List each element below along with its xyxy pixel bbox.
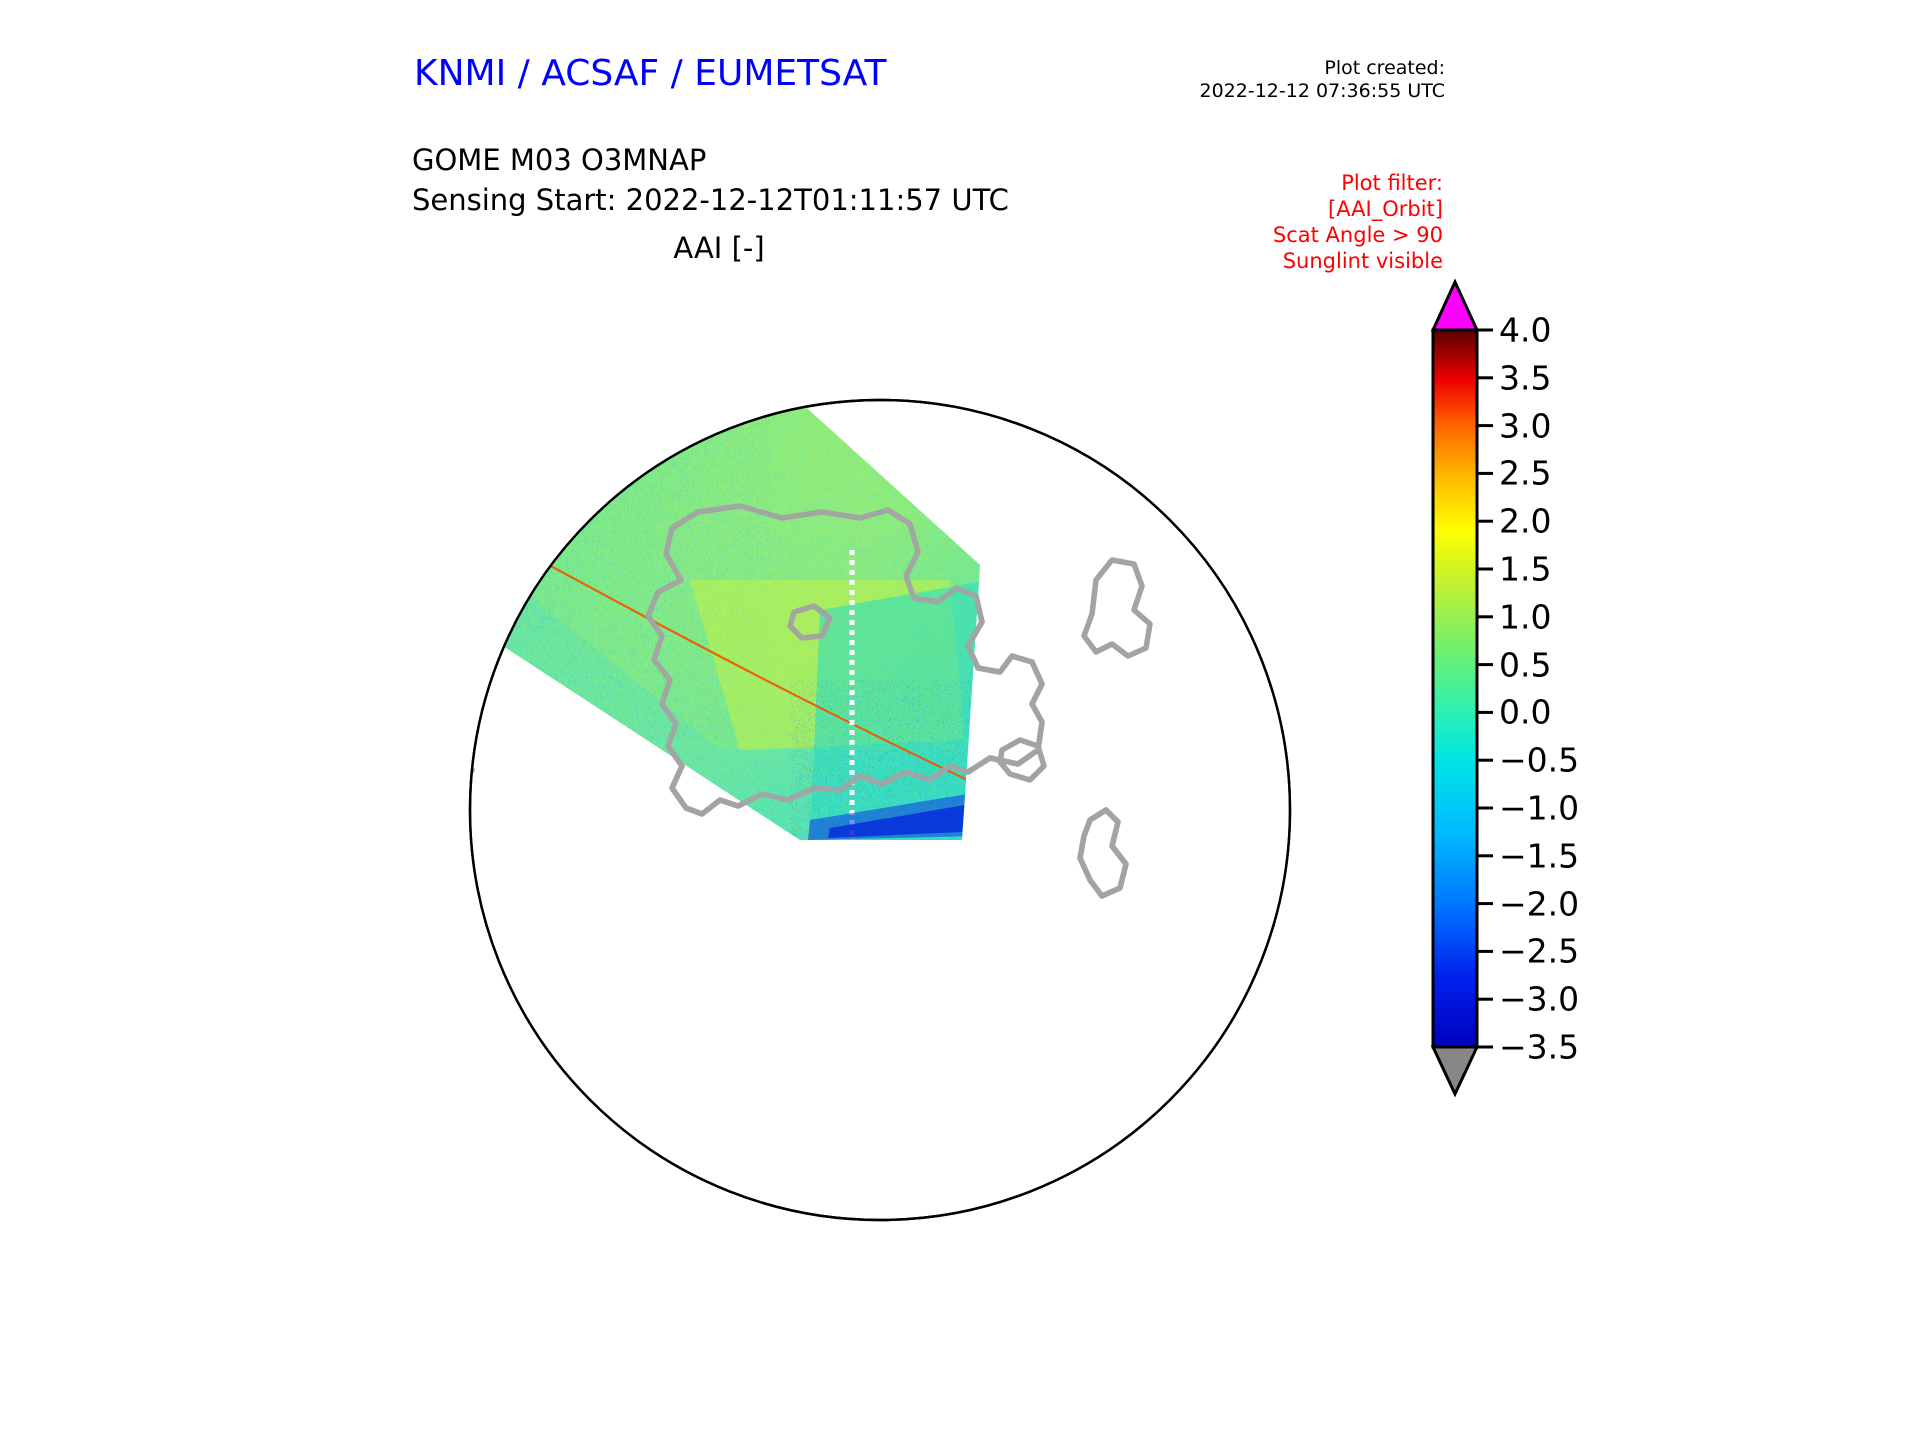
main-title-block: GOME M03 O3MNAP Sensing Start: 2022-12-1… (412, 140, 1009, 220)
colorbar-tick-labels: 4.0 3.5 3.0 2.5 2.0 1.5 1.0 0.5 0.0 −0.5… (1499, 278, 1689, 1098)
colorbar-under-arrow (1430, 1045, 1480, 1098)
cb-tick-11: −1.5 (1499, 836, 1580, 876)
colorbar-svg (1430, 278, 1493, 1098)
cb-tick-0: 4.0 (1499, 310, 1552, 350)
plot-created-label: Plot created: (1324, 57, 1445, 79)
cb-tick-4: 2.0 (1499, 501, 1552, 541)
cb-tick-8: 0.0 (1499, 692, 1552, 732)
coastlines-overlay (470, 503, 1129, 899)
cb-tick-1: 3.5 (1499, 358, 1552, 398)
cb-tick-5: 1.5 (1499, 549, 1552, 589)
plot-filter-sunglint: Sunglint visible (1282, 249, 1443, 273)
cb-tick-9: −0.5 (1499, 740, 1580, 780)
cb-tick-13: −2.5 (1499, 931, 1580, 971)
plot-filter-name: [AAI_Orbit] (1328, 197, 1443, 221)
cb-tick-2: 3.0 (1499, 406, 1552, 446)
colorbar-ticks (1477, 328, 1493, 1049)
globe-map (468, 398, 1292, 1222)
plot-filter-block: Plot filter: [AAI_Orbit] Scat Angle > 90… (1180, 170, 1443, 274)
cb-tick-12: −2.0 (1499, 884, 1580, 924)
plot-created-block: Plot created: 2022-12-12 07:36:55 UTC (1160, 57, 1446, 103)
cb-tick-3: 2.5 (1499, 453, 1552, 493)
instrument-title: GOME M03 O3MNAP (412, 143, 707, 177)
colorbar-over-arrow (1430, 278, 1480, 332)
low-aai-fringe (808, 792, 980, 840)
plot-filter-scat-angle: Scat Angle > 90 (1272, 223, 1443, 247)
map-area (390, 280, 1430, 1340)
sensing-start-title: Sensing Start: 2022-12-12T01:11:57 UTC (412, 183, 1009, 217)
cb-tick-7: 0.5 (1499, 645, 1552, 685)
plot-created-value: 2022-12-12 07:36:55 UTC (1199, 80, 1446, 102)
organisation-title: KNMI / ACSAF / EUMETSAT (414, 53, 887, 94)
cb-tick-10: −1.0 (1499, 788, 1580, 828)
cb-tick-14: −3.0 (1499, 979, 1580, 1019)
cb-tick-15: −3.5 (1499, 1027, 1580, 1067)
plot-filter-label: Plot filter: (1341, 171, 1443, 195)
quantity-title: AAI [-] (673, 231, 765, 265)
globe-outline-top (468, 398, 1292, 1222)
colorbar-gradient (1431, 328, 1479, 1049)
colorbar: 4.0 3.5 3.0 2.5 2.0 1.5 1.0 0.5 0.0 −0.5… (1425, 278, 1695, 1098)
cb-tick-6: 1.0 (1499, 597, 1552, 637)
